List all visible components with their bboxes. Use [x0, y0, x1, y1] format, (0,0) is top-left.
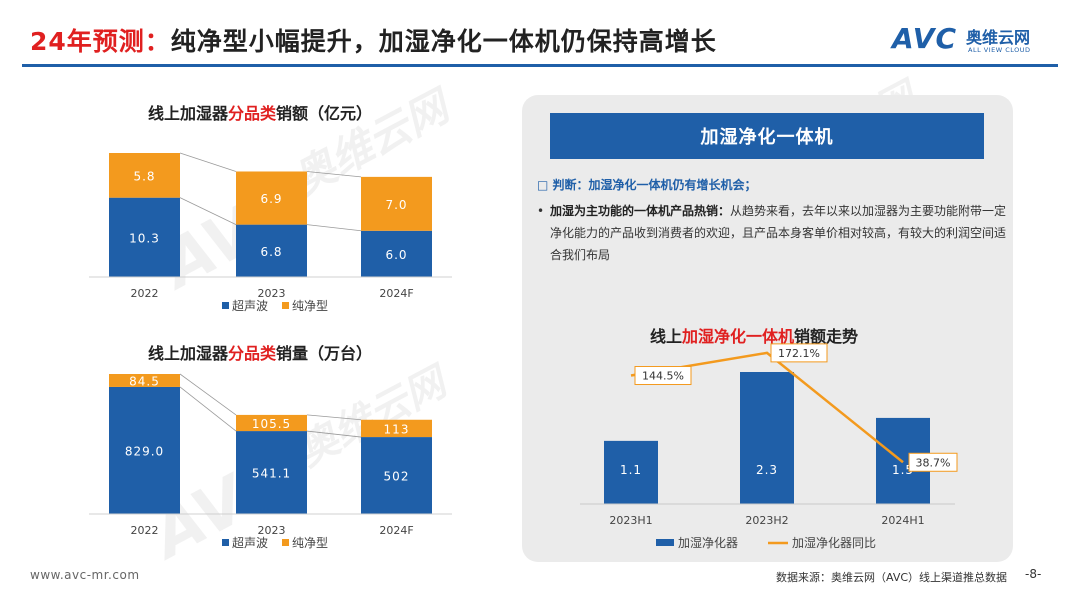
chart2-legend-纯净型: 纯净型: [292, 536, 328, 550]
chart1-legend-超声波: 超声波: [232, 298, 268, 313]
chart2-legend-swatch-纯净型: [282, 539, 289, 546]
chart1-bar-超声波-2023: [236, 224, 307, 277]
chart3-bar-2023H2: [740, 372, 794, 504]
data-source: 数据来源：奥维云网（AVC）线上渠道推总数据: [776, 571, 1008, 584]
chart2-label-纯净型-2024F: 113: [384, 422, 410, 436]
chart1-label-超声波-2022: 10.3: [129, 231, 160, 245]
chart3-legend-line: 加湿净化器同比: [792, 535, 876, 550]
chart2-xtick-2022: 2022: [131, 524, 159, 537]
page-title: 24年预测：纯净型小幅提升，加湿净化一体机仍保持高增长: [30, 22, 717, 58]
chart1-xtick-2023: 2023: [258, 287, 286, 300]
chart3-title-highlight: 加湿净化一体机: [682, 327, 795, 346]
page-title-text: 纯净型小幅提升，加湿净化一体机仍保持高增长: [170, 27, 717, 56]
chart3-yoy-label-2024H1: 38.7%: [916, 456, 951, 469]
chart3-xtick-2024H1: 2024H1: [881, 514, 924, 527]
chart3-legend-swatch-bar: [656, 539, 674, 546]
chart3-yoy-label-box-2023H1: [634, 366, 692, 386]
chart1-title-highlight: 分品类: [228, 104, 277, 123]
chart1-bar-纯净型-2022: [109, 153, 180, 198]
chart1-legend-纯净型: 纯净型: [292, 299, 328, 313]
chart2-connector-top-0: [179, 373, 237, 416]
chart2-label-超声波-2022: 829.0: [125, 444, 164, 458]
chart3-title-part1: 线上: [650, 327, 683, 346]
chart2-bar-纯净型-2023: [236, 414, 307, 432]
chart1-label-超声波-2024F: 6.0: [385, 248, 407, 262]
chart1-title-part2: 销额（亿元）: [276, 104, 373, 123]
chart2-bar-纯净型-2022: [109, 374, 180, 387]
judgement-marker: □: [537, 178, 549, 192]
chart2-legend-swatch-超声波: [222, 539, 229, 546]
bullet-text: 从趋势来看，去年以来以加湿器为主要功能附带一定净化能力的产品收到消费者的欢迎，且…: [550, 204, 1007, 262]
bullet-bold: 加湿为主功能的一体机产品热销：: [550, 204, 731, 218]
chart3-bar-label-2023H1: 1.1: [620, 463, 642, 477]
chart1-legend-swatch-超声波: [222, 302, 229, 309]
judgement-line: □ 判断：加湿净化一体机仍有增长机会；: [537, 176, 757, 193]
chart2-bar-超声波-2023: [236, 431, 307, 514]
chart2-xtick-2023: 2023: [258, 524, 286, 537]
chart3-bar-label-2023H2: 2.3: [756, 463, 778, 477]
chart3-bar-2023H1: [604, 440, 658, 504]
chart3-yoy-label-box-2024H1: [908, 452, 958, 472]
chart2-title-part1: 线上加湿器: [148, 344, 229, 363]
chart1-xtick-2024F: 2024F: [379, 287, 413, 300]
chart2-title-highlight: 分品类: [228, 344, 277, 363]
chart2-connector-mid-0: [179, 386, 237, 432]
chart2-title-part2: 销量（万台）: [276, 344, 373, 363]
chart2-bar-超声波-2022: [109, 386, 180, 514]
chart2-connector-mid-1: [306, 430, 362, 438]
chart1-bar-超声波-2024F: [361, 230, 432, 277]
chart1-bar-纯净型-2023: [236, 171, 307, 225]
chart2-legend-超声波: 超声波: [232, 535, 268, 550]
chart3-xtick-2023H1: 2023H1: [609, 514, 652, 527]
avc-logo: AVC 奥维云网 ALL VIEW CLOUD: [892, 22, 1062, 58]
chart3-legend-bar: 加湿净化器: [678, 535, 738, 550]
logo-mark: AVC: [892, 22, 957, 55]
chart3-bar-label-2024H1: 1.5: [892, 463, 914, 477]
judgement-text: 判断：加湿净化一体机仍有增长机会；: [552, 178, 757, 192]
chart2-bar-超声波-2024F: [361, 437, 432, 514]
chart2-connector-top-1: [306, 414, 362, 421]
chart1-label-纯净型-2022: 5.8: [133, 169, 155, 183]
page-title-prefix: 24年预测：: [30, 27, 171, 56]
chart2-label-纯净型-2022: 84.5: [129, 374, 160, 388]
chart1-bar-超声波-2022: [109, 197, 180, 277]
chart2-bar-纯净型-2024F: [361, 419, 432, 438]
chart2-label-超声波-2023: 541.1: [252, 467, 291, 481]
chart1-label-纯净型-2023: 6.9: [260, 192, 282, 206]
footer-url: www.avc-mr.com: [30, 568, 140, 582]
chart1-connector-top-0: [179, 152, 237, 172]
chart1-legend-swatch-纯净型: [282, 302, 289, 309]
chart1-title: 线上加湿器分品类销额（亿元）: [148, 100, 372, 124]
chart1-bar-纯净型-2024F: [361, 176, 432, 231]
header-divider: [22, 64, 1058, 67]
chart3-yoy-label-box-2023H2: [770, 343, 828, 363]
chart3-yoy-label-2023H1: 144.5%: [642, 370, 684, 383]
panel-banner: 加湿净化一体机: [550, 113, 984, 159]
chart1-connector-mid-0: [179, 197, 237, 225]
chart3-title: 线上加湿净化一体机销额走势: [650, 323, 858, 347]
chart1-label-纯净型-2024F: 7.0: [385, 198, 407, 212]
logo-name-cn: 奥维云网: [966, 28, 1031, 47]
chart3-yoy-label-2023H2: 172.1%: [778, 347, 820, 360]
chart2-label-超声波-2024F: 502: [384, 470, 410, 484]
chart2-xtick-2024F: 2024F: [379, 524, 413, 537]
chart2-label-纯净型-2023: 105.5: [252, 417, 291, 431]
chart3-xtick-2023H2: 2023H2: [745, 514, 788, 527]
chart1-label-超声波-2023: 6.8: [260, 245, 282, 259]
bullet-point: • 加湿为主功能的一体机产品热销：从趋势来看，去年以来以加湿器为主要功能附带一定…: [537, 200, 1007, 266]
chart1-connector-mid-1: [306, 224, 362, 232]
chart1-xtick-2022: 2022: [131, 287, 159, 300]
chart3-title-part2: 销额走势: [794, 327, 859, 346]
page-number: -8-: [1025, 567, 1042, 581]
chart1-connector-top-1: [306, 171, 362, 178]
chart1-title-part1: 线上加湿器: [148, 104, 229, 123]
bullet-dot: •: [537, 204, 545, 218]
logo-name-en: ALL VIEW CLOUD: [968, 46, 1031, 54]
chart2-title: 线上加湿器分品类销量（万台）: [148, 340, 372, 364]
